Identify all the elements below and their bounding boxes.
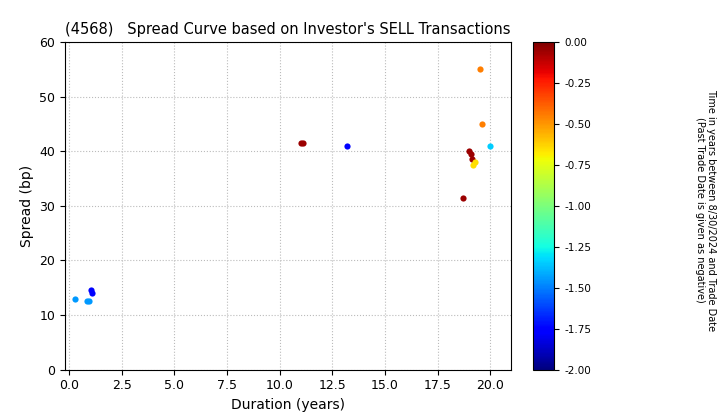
Text: Time in years between 8/30/2024 and Trade Date
(Past Trade Date is given as nega: Time in years between 8/30/2024 and Trad… xyxy=(695,89,716,331)
Text: (4568)   Spread Curve based on Investor's SELL Transactions: (4568) Spread Curve based on Investor's … xyxy=(65,22,510,37)
Point xyxy=(70,295,81,302)
Y-axis label: Spread (bp): Spread (bp) xyxy=(19,165,34,247)
Point xyxy=(469,159,481,165)
Point xyxy=(297,139,308,146)
Point xyxy=(467,161,479,168)
Point xyxy=(485,142,496,149)
Point xyxy=(295,139,307,146)
Point xyxy=(341,142,353,149)
X-axis label: Duration (years): Duration (years) xyxy=(231,398,345,412)
Point xyxy=(86,287,97,294)
Point xyxy=(474,66,485,73)
Point xyxy=(464,148,475,155)
Point xyxy=(457,194,469,201)
Point xyxy=(84,298,95,305)
Point xyxy=(465,150,477,157)
Point xyxy=(81,298,93,305)
Point xyxy=(476,121,487,127)
Point xyxy=(86,290,98,297)
Point xyxy=(467,156,478,163)
